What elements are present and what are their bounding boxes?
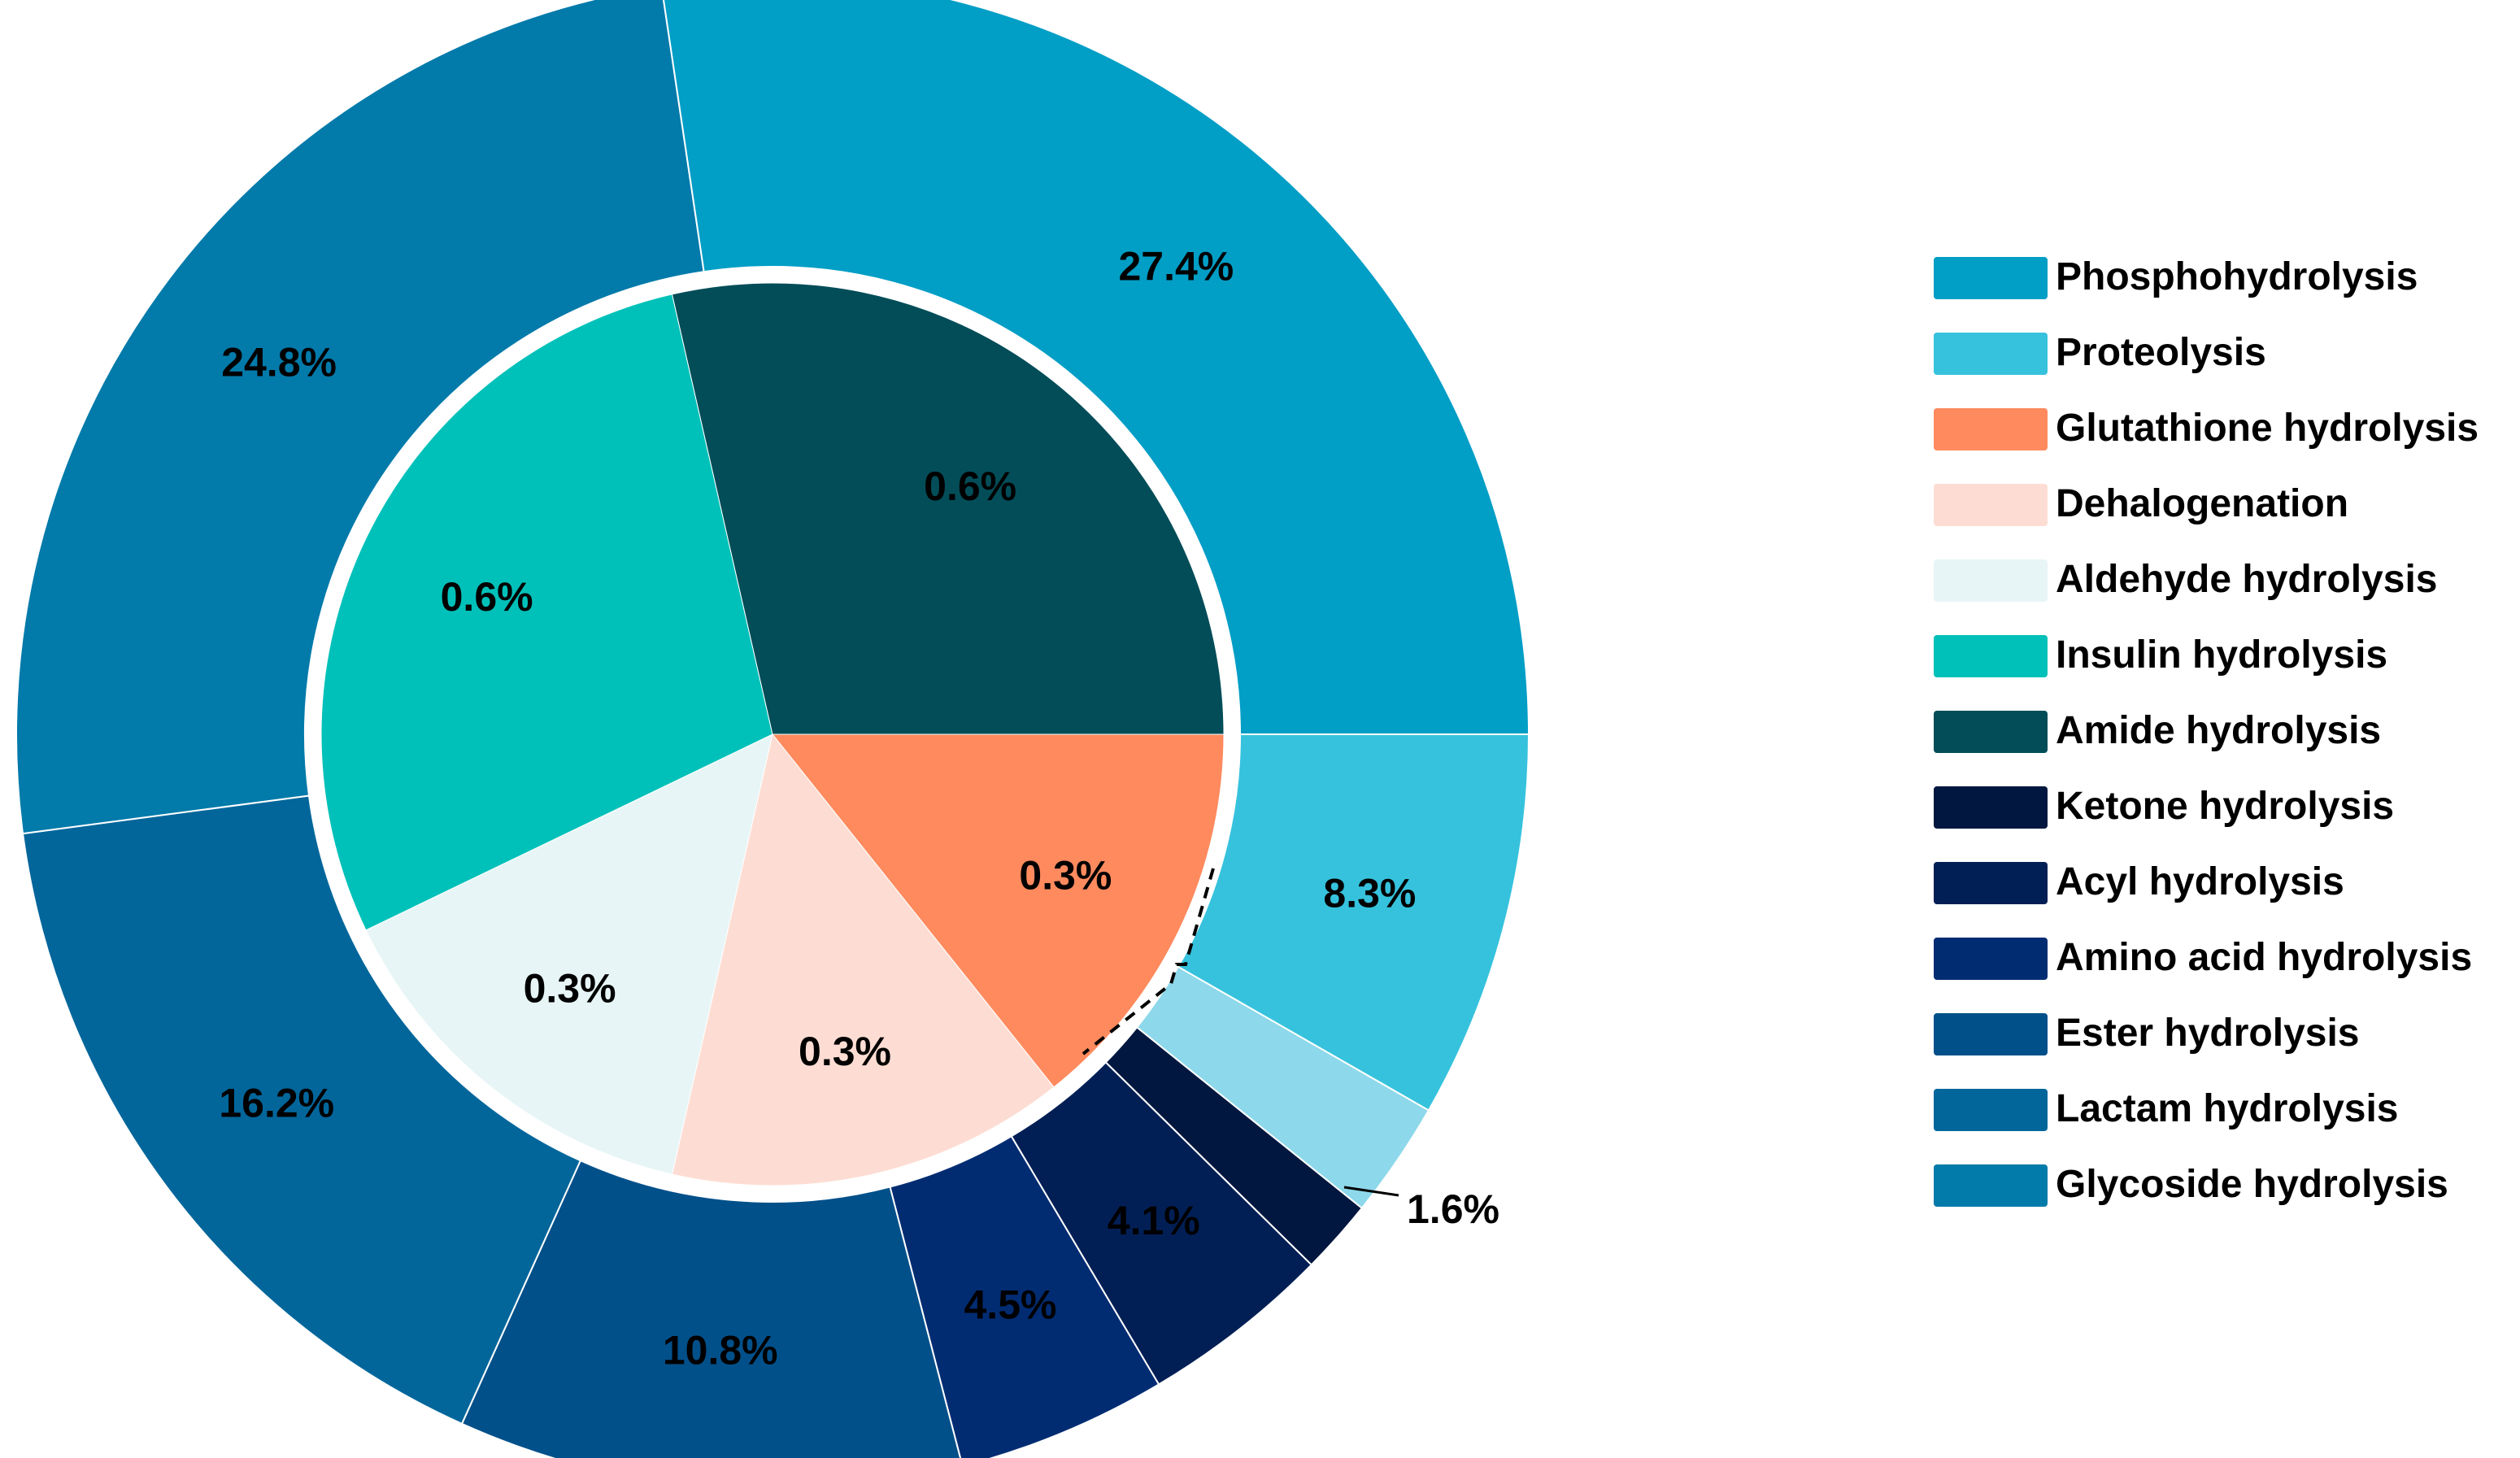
- legend-swatch-lactam-hydrolysis: [1934, 1089, 2048, 1131]
- callouts: [1082, 868, 1399, 1197]
- legend-label-dehalogenation: Dehalogenation: [2056, 482, 2348, 525]
- legend-swatch-ketone-hydrolysis: [1934, 786, 2048, 829]
- legend-label-phosphohydrolysis: Phosphohydrolysis: [2056, 255, 2418, 298]
- legend-swatch-ester-hydrolysis: [1934, 1013, 2048, 1055]
- inner-slice-amide-hydrolysis: [671, 282, 1225, 735]
- legend-label-acyl-hydrolysis: Acyl hydrolysis: [2056, 860, 2344, 903]
- inner-slice-insulin-hydrolysis: [320, 294, 773, 931]
- legend-label-insulin-hydrolysis: Insulin hydrolysis: [2056, 633, 2387, 677]
- inner-pie: [320, 282, 1225, 1186]
- legend-swatch-phosphohydrolysis: [1934, 257, 2048, 299]
- legend-swatch-aldehyde-hydrolysis: [1934, 559, 2048, 602]
- inner-slice-glutathione-hydrolysis: [771, 733, 1225, 1088]
- outer-ring: [15, 0, 1530, 1458]
- outer-label-ester-hydrolysis: 10.8%: [663, 1327, 778, 1373]
- outer-slice-amino-acid-hydrolysis: [889, 1134, 1160, 1458]
- outer-slice-lactam-hydrolysis: [21, 794, 582, 1425]
- legend: Phosphohydrolysis Proteolysis Glutathione …: [1934, 255, 2479, 1207]
- outer-label-acyl-hydrolysis: 4.1%: [1108, 1198, 1200, 1243]
- inner-label-aldehyde-hydrolysis: 0.3%: [524, 966, 616, 1012]
- legend-label-lactam-hydrolysis: Lactam hydrolysis: [2056, 1087, 2399, 1130]
- legend-swatch-insulin-hydrolysis: [1934, 635, 2048, 677]
- outer-slice-glycoside-hydrolysis: [15, 0, 705, 835]
- legend-label-glutathione-hydrolysis: Glutathione hydrolysis: [2056, 407, 2479, 450]
- legend-swatch-acyl-hydrolysis: [1934, 862, 2048, 904]
- legend-label-proteolysis: Proteolysis: [2056, 331, 2266, 374]
- legend-label-aldehyde-hydrolysis: Aldehyde hydrolysis: [2056, 558, 2437, 601]
- legend-swatch-dehalogenation: [1934, 484, 2048, 526]
- outer-label-proteolysis: 8.3%: [1323, 871, 1416, 916]
- legend-swatch-amide-hydrolysis: [1934, 711, 2048, 753]
- legend-label-amide-hydrolysis: Amide hydrolysis: [2056, 709, 2381, 752]
- legend-label-ester-hydrolysis: Ester hydrolysis: [2056, 1012, 2360, 1055]
- inner-label-glutathione-hydrolysis: 0.3%: [1019, 853, 1112, 899]
- ketone-leader-line: [1343, 1186, 1399, 1197]
- inner-label-dehalogenation: 0.3%: [799, 1029, 891, 1074]
- outer-labels: 27.4% 8.3% 1.6% 4.1% 4.5% 10.8% 16.2% 24.8%: [219, 243, 1499, 1373]
- outer-label-phosphohydrolysis: 27.4%: [1118, 243, 1234, 289]
- inner-slice-dehalogenation: [671, 733, 1055, 1186]
- legend-swatch-amino-acid-hydrolysis: [1934, 938, 2048, 980]
- inner-slice-aldehyde-hydrolysis: [365, 733, 773, 1175]
- legend-label-amino-acid-hydrolysis: Amino acid hydrolysis: [2056, 936, 2472, 979]
- legend-label-glycoside-hydrolysis: Glycoside hydrolysis: [2056, 1163, 2448, 1206]
- outer-label-glycoside-hydrolysis: 24.8%: [221, 340, 337, 385]
- legend-swatch-glutathione-hydrolysis: [1934, 408, 2048, 450]
- outer-label-ketone-hydrolysis: 1.6%: [1407, 1186, 1499, 1232]
- inner-label-insulin-hydrolysis: 0.6%: [441, 574, 533, 620]
- dashed-leader-line: [1082, 868, 1215, 1055]
- outer-label-lactam-hydrolysis: 16.2%: [219, 1081, 334, 1126]
- inner-labels: 0.3% 0.3% 0.3% 0.6% 0.6%: [441, 464, 1112, 1074]
- legend-label-ketone-hydrolysis: Ketone hydrolysis: [2056, 785, 2394, 828]
- legend-swatch-proteolysis: [1934, 333, 2048, 375]
- outer-slice-phosphohydrolysis: [662, 0, 1530, 735]
- outer-slice-ester-hydrolysis: [460, 1159, 962, 1458]
- outer-label-amino-acid-hydrolysis: 4.5%: [964, 1282, 1057, 1327]
- legend-swatch-glycoside-hydrolysis: [1934, 1164, 2048, 1207]
- inner-label-amide-hydrolysis: 0.6%: [924, 464, 1016, 509]
